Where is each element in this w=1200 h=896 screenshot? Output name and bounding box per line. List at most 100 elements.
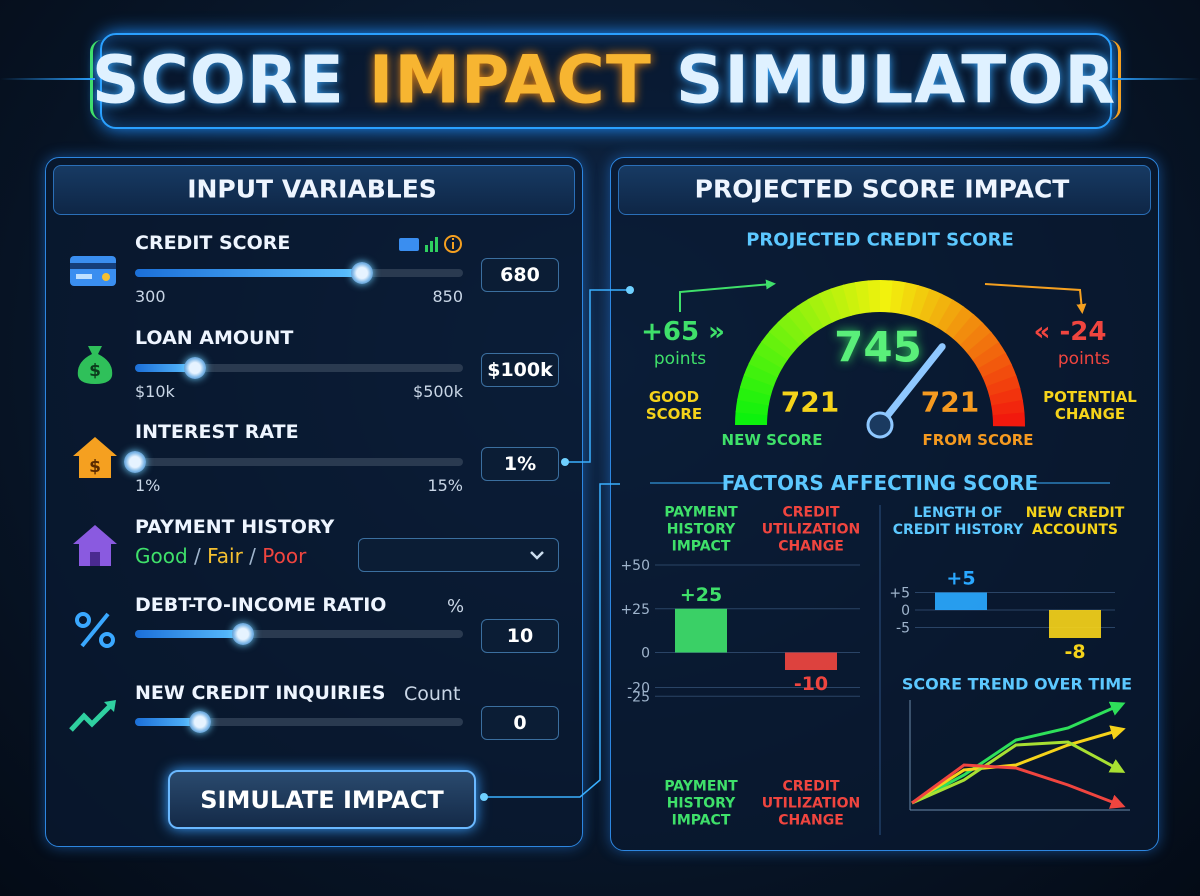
gauge-segment — [796, 298, 825, 333]
trend-title: SCORE TREND OVER TIME — [901, 674, 1133, 694]
input-label: CREDIT SCORE — [135, 232, 291, 254]
bar — [1049, 610, 1101, 638]
category-label: PAYMENT HISTORY IMPACT — [664, 778, 738, 829]
gauge-segment — [754, 340, 789, 369]
panel-title: INPUT VARIABLES — [187, 174, 437, 204]
slider-track — [135, 458, 463, 466]
house-dollar-icon: $ — [73, 437, 117, 478]
slider-fill — [135, 718, 200, 726]
dropdown[interactable] — [358, 538, 559, 572]
from-score-label: FROM SCORE — [922, 431, 1034, 449]
option-poor: Poor — [262, 544, 307, 568]
input-label: DEBT-TO-INCOME RATIO — [135, 594, 387, 616]
gauge-segment — [918, 288, 943, 324]
value-box[interactable]: 0 — [481, 706, 559, 740]
glow-line — [1112, 78, 1200, 80]
impact-panel — [610, 157, 1159, 851]
connector-dot — [480, 793, 488, 801]
frame-accent — [90, 40, 133, 120]
panel-header — [618, 165, 1151, 215]
gauge-segment — [807, 292, 834, 328]
range-max: 15% — [427, 476, 463, 495]
slider-fill — [135, 630, 243, 638]
gauge-segment — [977, 352, 1013, 379]
gauge-segment — [818, 288, 843, 323]
gain-arrow — [679, 279, 776, 312]
value-box[interactable]: $100k — [481, 353, 559, 387]
glow-line — [0, 78, 95, 80]
title-frame — [100, 33, 1112, 129]
category-label: PAYMENT HISTORY IMPACT — [664, 504, 738, 555]
connector-dot — [626, 286, 634, 294]
gauge-segment — [982, 363, 1017, 388]
value-box[interactable]: 680 — [481, 258, 559, 292]
gauge-segment — [959, 322, 993, 354]
gauge-segment — [737, 386, 772, 406]
slider-track — [135, 718, 463, 726]
chevron — [530, 551, 544, 560]
gain-note: GOOD SCORE — [645, 388, 703, 423]
value-label: -8 — [1064, 641, 1085, 663]
gauge-segment — [854, 280, 872, 314]
input-label: LOAN AMOUNT — [135, 327, 294, 349]
slider-thumb[interactable] — [124, 451, 146, 473]
y-tick-label: -25 — [627, 689, 650, 705]
gauge-segment — [972, 341, 1007, 370]
gauge-segment — [830, 284, 852, 319]
new-score: 721 — [780, 385, 840, 419]
gauge-segment — [739, 374, 775, 396]
gauge-segment — [986, 375, 1021, 397]
change: « -24 — [1033, 317, 1107, 347]
panel-header — [53, 165, 575, 215]
value-box[interactable]: 10 — [481, 619, 559, 653]
gain: +65 » — [641, 317, 725, 347]
range-min: $10k — [135, 382, 175, 401]
connector — [484, 483, 620, 798]
gauge-segment — [991, 399, 1025, 417]
gauge-segment — [743, 362, 779, 387]
y-tick-label: +25 — [620, 602, 650, 618]
simulate-button[interactable]: SIMULATE IMPACT — [168, 770, 476, 829]
slider-thumb[interactable] — [350, 262, 373, 284]
y-tick-label: +50 — [620, 558, 650, 574]
connector-dot — [561, 458, 569, 466]
change-unit: points — [1057, 349, 1111, 369]
title-word: IMPACT — [368, 41, 652, 119]
slider-thumb[interactable] — [232, 623, 254, 645]
y-tick-label: 0 — [901, 603, 910, 619]
slider-track — [135, 364, 463, 372]
gauge-segment — [909, 284, 931, 320]
gain-unit: points — [653, 349, 707, 369]
trend-line — [911, 740, 1126, 805]
value-box[interactable]: 1% — [481, 447, 559, 481]
new-score-label: NEW SCORE — [721, 431, 823, 449]
from-score: 721 — [920, 385, 980, 419]
bar — [785, 652, 837, 670]
gauge-segment — [966, 331, 1000, 362]
bar — [935, 592, 987, 610]
value-label: +5 — [946, 568, 975, 590]
slider-thumb[interactable] — [189, 711, 211, 733]
y-tick-label: -20 — [627, 681, 650, 697]
payment-options: Good / Fair / Poor — [135, 544, 307, 568]
category-label: LENGTH OF CREDIT HISTORY — [892, 505, 1024, 538]
range-min: 1% — [135, 476, 161, 495]
unit-label: % — [447, 596, 465, 617]
option-fair: Fair — [207, 544, 243, 568]
range-max: 850 — [432, 287, 463, 306]
range-min: 300 — [135, 287, 166, 306]
option-good: Good — [135, 544, 188, 568]
slider-track — [135, 630, 463, 638]
slider-fill — [135, 364, 196, 372]
category-label: CREDIT UTILIZATION CHANGE — [761, 778, 861, 829]
gauge-segment — [867, 280, 882, 313]
gauge-title: PROJECTED CREDIT SCORE — [746, 229, 1014, 251]
category-label: CREDIT UTILIZATION CHANGE — [761, 504, 861, 555]
bar — [675, 608, 727, 653]
change-arrow — [984, 283, 1087, 314]
percent-icon — [75, 612, 115, 648]
svg-text:$: $ — [89, 361, 101, 381]
slider-thumb[interactable] — [184, 357, 207, 379]
trend-line — [911, 763, 1126, 809]
value-label: +25 — [680, 584, 722, 606]
